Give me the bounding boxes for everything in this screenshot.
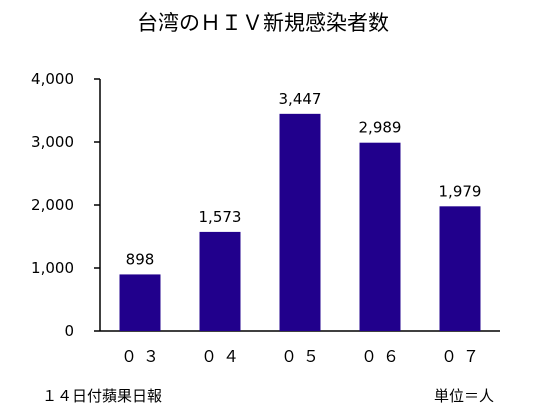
x-tick-label: ０６: [361, 347, 405, 366]
x-tick-label: ０７: [441, 347, 485, 366]
labels-layer: 898 ０３ 1,573 ０４ 3,447 ０５ 2,989 ０６ 1,979 ０７: [121, 90, 485, 366]
bar: [119, 274, 161, 331]
x-tick-label: ０４: [201, 347, 245, 366]
source-note: １４日付蘋果日報: [42, 387, 162, 405]
bar: [279, 113, 321, 332]
y-tick-label: 2,000: [31, 196, 74, 214]
data-label: 1,979: [439, 182, 482, 200]
x-tick-label: ０３: [121, 347, 165, 366]
data-label: 2,989: [359, 119, 402, 137]
y-tick-label: 1,000: [31, 259, 74, 277]
chart-title: 台湾のＨＩＶ新規感染者数: [137, 11, 389, 35]
unit-note: 単位＝人: [434, 387, 494, 405]
bar: [439, 206, 481, 331]
y-tick-label: 4,000: [31, 70, 74, 88]
x-tick-label: ０５: [281, 347, 325, 366]
bar: [359, 142, 401, 331]
bars-layer: [119, 113, 481, 332]
y-tick-label: 3,000: [31, 133, 74, 151]
data-label: 898: [126, 250, 155, 268]
data-label: 1,573: [199, 208, 242, 226]
bar: [199, 231, 241, 331]
axis-layer: 0 1,000 2,000 3,000 4,000: [31, 70, 500, 340]
y-tick-label: 0: [64, 322, 74, 340]
data-label: 3,447: [279, 90, 322, 108]
